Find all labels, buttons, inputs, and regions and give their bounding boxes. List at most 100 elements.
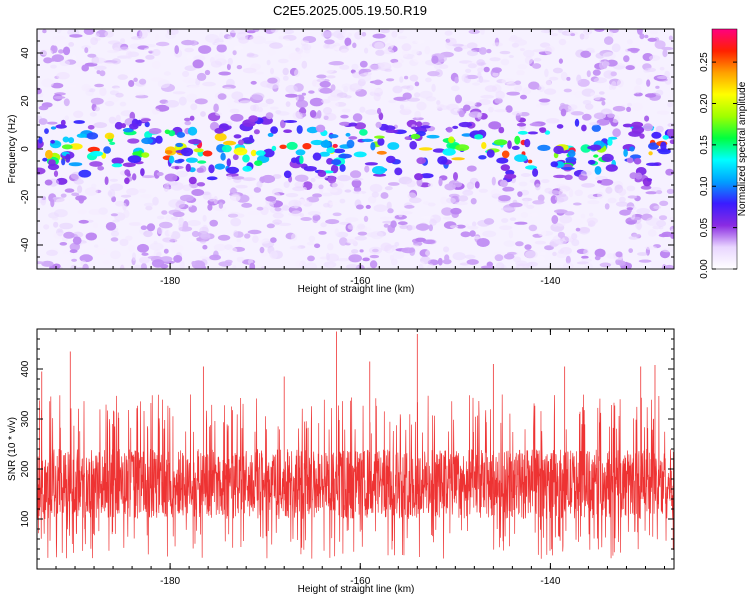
- heatmap-cell: [345, 132, 351, 137]
- heatmap-cell: [307, 211, 321, 216]
- heatmap-cell: [529, 122, 541, 127]
- heatmap-cell: [500, 207, 515, 211]
- heatmap-cell: [378, 112, 384, 121]
- heatmap-cell: [314, 243, 321, 249]
- heatmap-cell: [133, 77, 138, 83]
- heatmap-cell: [143, 202, 154, 207]
- heatmap-cell: [448, 136, 455, 144]
- heatmap-cell: [606, 253, 616, 259]
- heatmap-cell: [516, 122, 527, 127]
- heatmap-cell: [404, 106, 411, 111]
- heatmap-cell: [218, 71, 231, 76]
- heatmap-cell: [402, 49, 409, 58]
- heatmap-cell: [409, 140, 418, 150]
- heatmap-cell: [230, 217, 242, 227]
- heatmap-cell: [104, 176, 109, 185]
- heatmap-cell: [306, 126, 319, 134]
- heatmap-cell: [68, 162, 83, 167]
- heatmap-cell: [649, 30, 659, 35]
- heatmap-cell: [129, 123, 139, 130]
- heatmap-cell: [282, 75, 289, 81]
- heatmap-cell: [446, 197, 456, 204]
- heatmap-cell: [294, 181, 305, 189]
- heatmap-cell: [119, 264, 127, 269]
- heatmap-cell: [228, 211, 241, 218]
- heatmap-cell: [646, 217, 660, 226]
- heatmap-cell: [159, 256, 173, 262]
- colorbar-tick-label: 0.00: [699, 259, 710, 279]
- heatmap-cell: [212, 205, 227, 212]
- heatmap-cell: [270, 126, 278, 134]
- heatmap-cell: [204, 69, 211, 76]
- heatmap-cell: [332, 143, 338, 148]
- colorbar-tick-label: 0.10: [699, 176, 710, 196]
- heatmap-cell: [513, 256, 522, 263]
- heatmap-cell: [539, 251, 547, 256]
- heatmap-cell: [341, 108, 351, 113]
- heatmap-cell: [599, 262, 612, 268]
- heatmap-cell: [326, 75, 336, 79]
- heatmap-cell: [143, 230, 153, 238]
- heatmap-cell: [424, 45, 431, 55]
- heatmap-cell: [151, 61, 161, 69]
- heatmap-cell: [71, 258, 77, 262]
- heatmap-cell: [280, 226, 292, 232]
- heatmap-cell: [492, 42, 503, 47]
- heatmap-cell: [255, 150, 266, 156]
- heatmap-cell: [400, 211, 413, 215]
- heatmap-cell: [59, 222, 74, 230]
- heatmap-cell: [230, 113, 244, 122]
- heatmap-cell: [95, 248, 108, 255]
- heatmap-cell: [392, 251, 405, 259]
- heatmap-cell: [294, 69, 300, 78]
- heatmap-cell: [188, 176, 197, 185]
- heatmap-cell: [155, 135, 163, 144]
- heatmap-cell: [527, 159, 533, 164]
- heatmap-cell: [550, 161, 559, 168]
- heatmap-cell: [368, 246, 383, 254]
- heatmap-cell: [394, 167, 403, 176]
- heatmap-cell: [389, 254, 394, 261]
- heatmap-cell: [374, 41, 385, 50]
- heatmap-cell: [162, 237, 175, 243]
- heatmap-cell: [638, 259, 652, 263]
- heatmap-cell: [113, 47, 120, 53]
- heatmap-cell: [646, 178, 653, 182]
- heatmap-cell: [604, 36, 614, 45]
- heatmap-cell: [56, 72, 70, 80]
- heatmap-cell: [386, 78, 395, 82]
- heatmap-cell: [363, 215, 369, 222]
- heatmap-cell: [570, 33, 576, 37]
- heatmap-cell: [406, 180, 416, 188]
- heatmap-cell: [168, 155, 175, 164]
- heatmap-cell: [89, 112, 97, 117]
- heatmap-cell: [379, 216, 393, 220]
- heatmap-cell: [140, 118, 151, 122]
- heatmap-cell: [599, 178, 614, 186]
- heatmap-cell: [213, 103, 219, 113]
- heatmap-cell: [336, 258, 351, 262]
- heatmap-cell: [248, 115, 259, 123]
- heatmap-cell: [141, 175, 155, 179]
- heatmap-cell: [517, 130, 529, 135]
- heatmap-cell: [551, 215, 559, 224]
- heatmap-cell: [52, 45, 58, 54]
- heatmap-cell: [110, 213, 118, 217]
- heatmap-cell: [483, 66, 490, 73]
- snr-x-axis-label: Height of straight line (km): [298, 584, 415, 595]
- heatmap-cell: [574, 118, 580, 127]
- heatmap-cell: [646, 79, 651, 87]
- heatmap-cell: [589, 212, 594, 217]
- heatmap-cell: [427, 71, 440, 77]
- heatmap-cell: [574, 90, 583, 99]
- heatmap-cell: [593, 154, 599, 158]
- heatmap-cell: [585, 103, 594, 110]
- heatmap-cell: [78, 195, 85, 204]
- snr-y-axis-label: SNR (10 * v/v): [7, 417, 18, 481]
- heatmap-cell: [441, 207, 453, 216]
- heatmap-cell: [62, 250, 67, 254]
- heatmap-cell: [327, 187, 333, 192]
- heatmap-cell: [71, 192, 80, 197]
- heatmap-cell: [442, 148, 456, 156]
- heatmap-cell: [84, 47, 89, 54]
